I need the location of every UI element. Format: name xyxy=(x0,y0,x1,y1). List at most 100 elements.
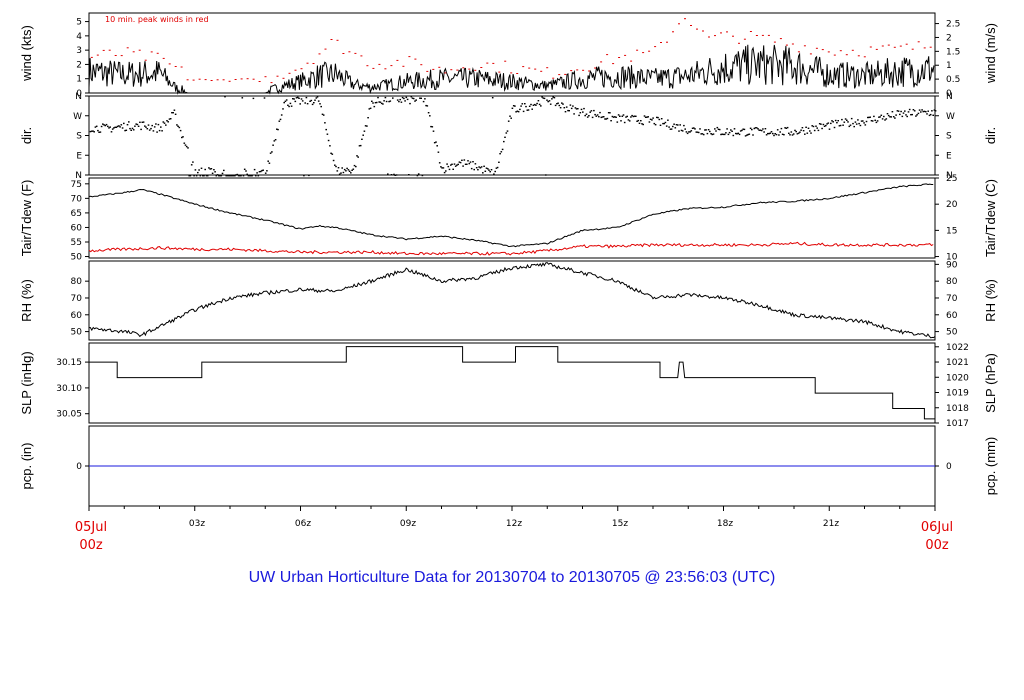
direction-point xyxy=(885,118,888,120)
direction-point xyxy=(779,131,781,133)
direction-point xyxy=(812,125,815,128)
peak-wind-point xyxy=(168,63,171,65)
direction-point xyxy=(837,120,839,122)
y-tick-label: 4 xyxy=(76,32,82,42)
direction-point xyxy=(253,168,256,171)
direction-point xyxy=(136,123,139,126)
direction-point xyxy=(498,161,500,163)
direction-point xyxy=(260,170,262,173)
peak-wind-point xyxy=(528,67,531,69)
x-tick-label: 03z xyxy=(189,519,205,529)
peak-wind-point xyxy=(312,63,315,64)
direction-point xyxy=(146,128,149,130)
direction-point xyxy=(363,130,366,132)
x-tick-label: 18z xyxy=(717,519,733,529)
direction-point xyxy=(256,172,258,174)
direction-point xyxy=(213,169,215,171)
direction-point xyxy=(600,116,603,119)
direction-point xyxy=(664,121,667,124)
direction-point xyxy=(343,168,346,171)
direction-point xyxy=(643,115,646,117)
direction-point xyxy=(921,109,923,111)
direction-point xyxy=(688,131,690,133)
direction-point xyxy=(548,100,551,102)
peak-wind-point xyxy=(851,49,854,51)
direction-point xyxy=(346,167,348,170)
direction-point xyxy=(854,121,857,123)
peak-wind-point xyxy=(893,46,896,48)
peak-wind-point xyxy=(282,77,285,79)
peak-wind-point xyxy=(318,53,321,55)
direction-point xyxy=(607,112,610,114)
direction-point xyxy=(599,111,601,114)
y-tick-label: 65 xyxy=(71,209,82,219)
peak-wind-point xyxy=(767,34,770,36)
direction-point xyxy=(179,129,182,132)
direction-point xyxy=(606,117,609,120)
direction-point xyxy=(414,100,416,102)
direction-point xyxy=(768,132,770,135)
direction-point xyxy=(361,138,363,140)
direction-point xyxy=(767,132,769,135)
direction-point xyxy=(911,113,913,116)
panel-frame xyxy=(88,342,936,424)
y-tick-label: 0 xyxy=(946,462,952,472)
direction-point xyxy=(227,175,230,177)
y-tick-label: 60 xyxy=(71,223,83,233)
rh-line xyxy=(88,262,936,339)
direction-point xyxy=(716,126,719,129)
direction-point xyxy=(594,113,596,116)
peak-wind-point xyxy=(204,79,207,81)
direction-point xyxy=(448,168,451,171)
direction-point xyxy=(730,129,732,131)
direction-point xyxy=(126,124,129,126)
peak-wind-point xyxy=(162,57,165,59)
peak-wind-point xyxy=(138,49,141,51)
direction-point xyxy=(789,134,791,136)
direction-point xyxy=(725,132,727,134)
peak-wind-point xyxy=(845,54,848,56)
direction-point xyxy=(533,103,536,106)
peak-wind-point xyxy=(222,79,225,81)
direction-point xyxy=(632,115,635,118)
peak-wind-point xyxy=(150,51,153,53)
direction-point xyxy=(130,129,132,131)
direction-point xyxy=(210,168,213,170)
direction-point xyxy=(830,122,832,125)
peak-wind-point xyxy=(636,49,639,51)
direction-point xyxy=(648,121,651,123)
direction-point xyxy=(612,116,615,118)
direction-point xyxy=(646,116,648,118)
direction-point xyxy=(799,131,801,133)
direction-point xyxy=(424,98,426,100)
direction-point xyxy=(804,133,806,135)
direction-point xyxy=(673,123,675,125)
direction-point xyxy=(794,129,796,132)
x-start-hour: 00z xyxy=(79,538,103,553)
direction-point xyxy=(736,133,738,135)
direction-point xyxy=(314,99,316,101)
direction-point xyxy=(165,124,167,126)
direction-point xyxy=(463,159,466,161)
direction-point xyxy=(404,100,406,102)
direction-point xyxy=(791,134,794,136)
direction-point xyxy=(681,130,684,132)
y-tick-label: 80 xyxy=(71,277,83,287)
direction-point xyxy=(226,175,229,177)
peak-wind-point xyxy=(630,60,633,62)
direction-point xyxy=(556,103,558,105)
direction-point xyxy=(162,121,165,123)
direction-point xyxy=(148,129,151,131)
direction-point xyxy=(636,120,638,122)
peak-wind-point xyxy=(276,75,279,77)
direction-point xyxy=(280,114,283,116)
peak-wind-point xyxy=(648,50,651,52)
direction-point xyxy=(695,131,698,133)
direction-point xyxy=(480,166,483,168)
direction-point xyxy=(374,102,377,104)
direction-point xyxy=(678,130,680,132)
direction-point xyxy=(140,128,142,131)
peak-wind-point xyxy=(869,46,872,48)
direction-point xyxy=(205,175,208,177)
direction-point xyxy=(202,175,204,177)
